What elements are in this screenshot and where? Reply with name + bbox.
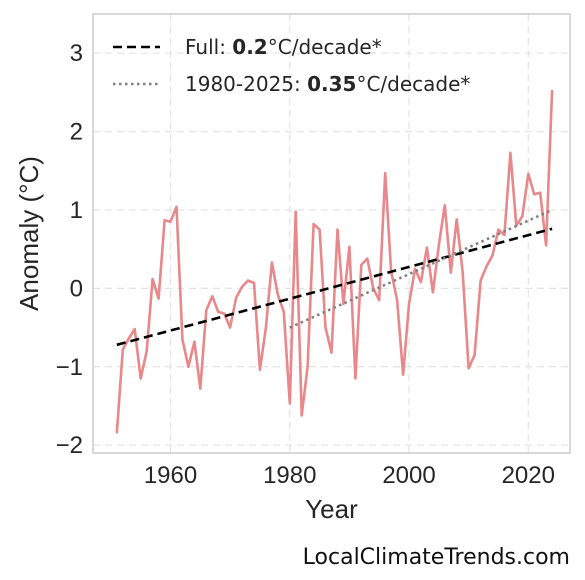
x-tick-label: 2020 [502,462,555,489]
trend-line-1980 [289,208,553,329]
series-layer [115,89,554,434]
x-tick-label: 2000 [382,462,435,489]
y-tick-label: 2 [70,119,83,146]
y-axis-label: Anomaly (°C) [14,156,44,311]
x-tick-label: 1980 [263,462,316,489]
y-tick-label: −2 [56,432,83,459]
watermark: LocalClimateTrends.com [302,545,570,570]
legend: Full: 0.2°C/decade* 1980-2025: 0.35°C/dec… [113,35,470,96]
x-axis-label: Year [305,494,358,524]
y-tick-label: −1 [56,354,83,381]
trend-layer [116,208,553,347]
legend-entry: Full: 0.2°C/decade* [185,35,382,59]
plot-frame [92,13,571,454]
tick-labels: 1960 1980 2000 2020 −2 −1 0 1 2 3 [56,40,555,489]
y-tick-label: 3 [70,40,83,67]
y-tick-label: 1 [70,197,83,224]
trend-line-full [116,227,553,347]
legend-entry: 1980-2025: 0.35°C/decade* [185,72,470,96]
x-tick-label: 1960 [144,462,197,489]
y-tick-label: 0 [70,275,83,302]
anomaly-series-line [115,89,554,434]
grid [93,14,570,453]
